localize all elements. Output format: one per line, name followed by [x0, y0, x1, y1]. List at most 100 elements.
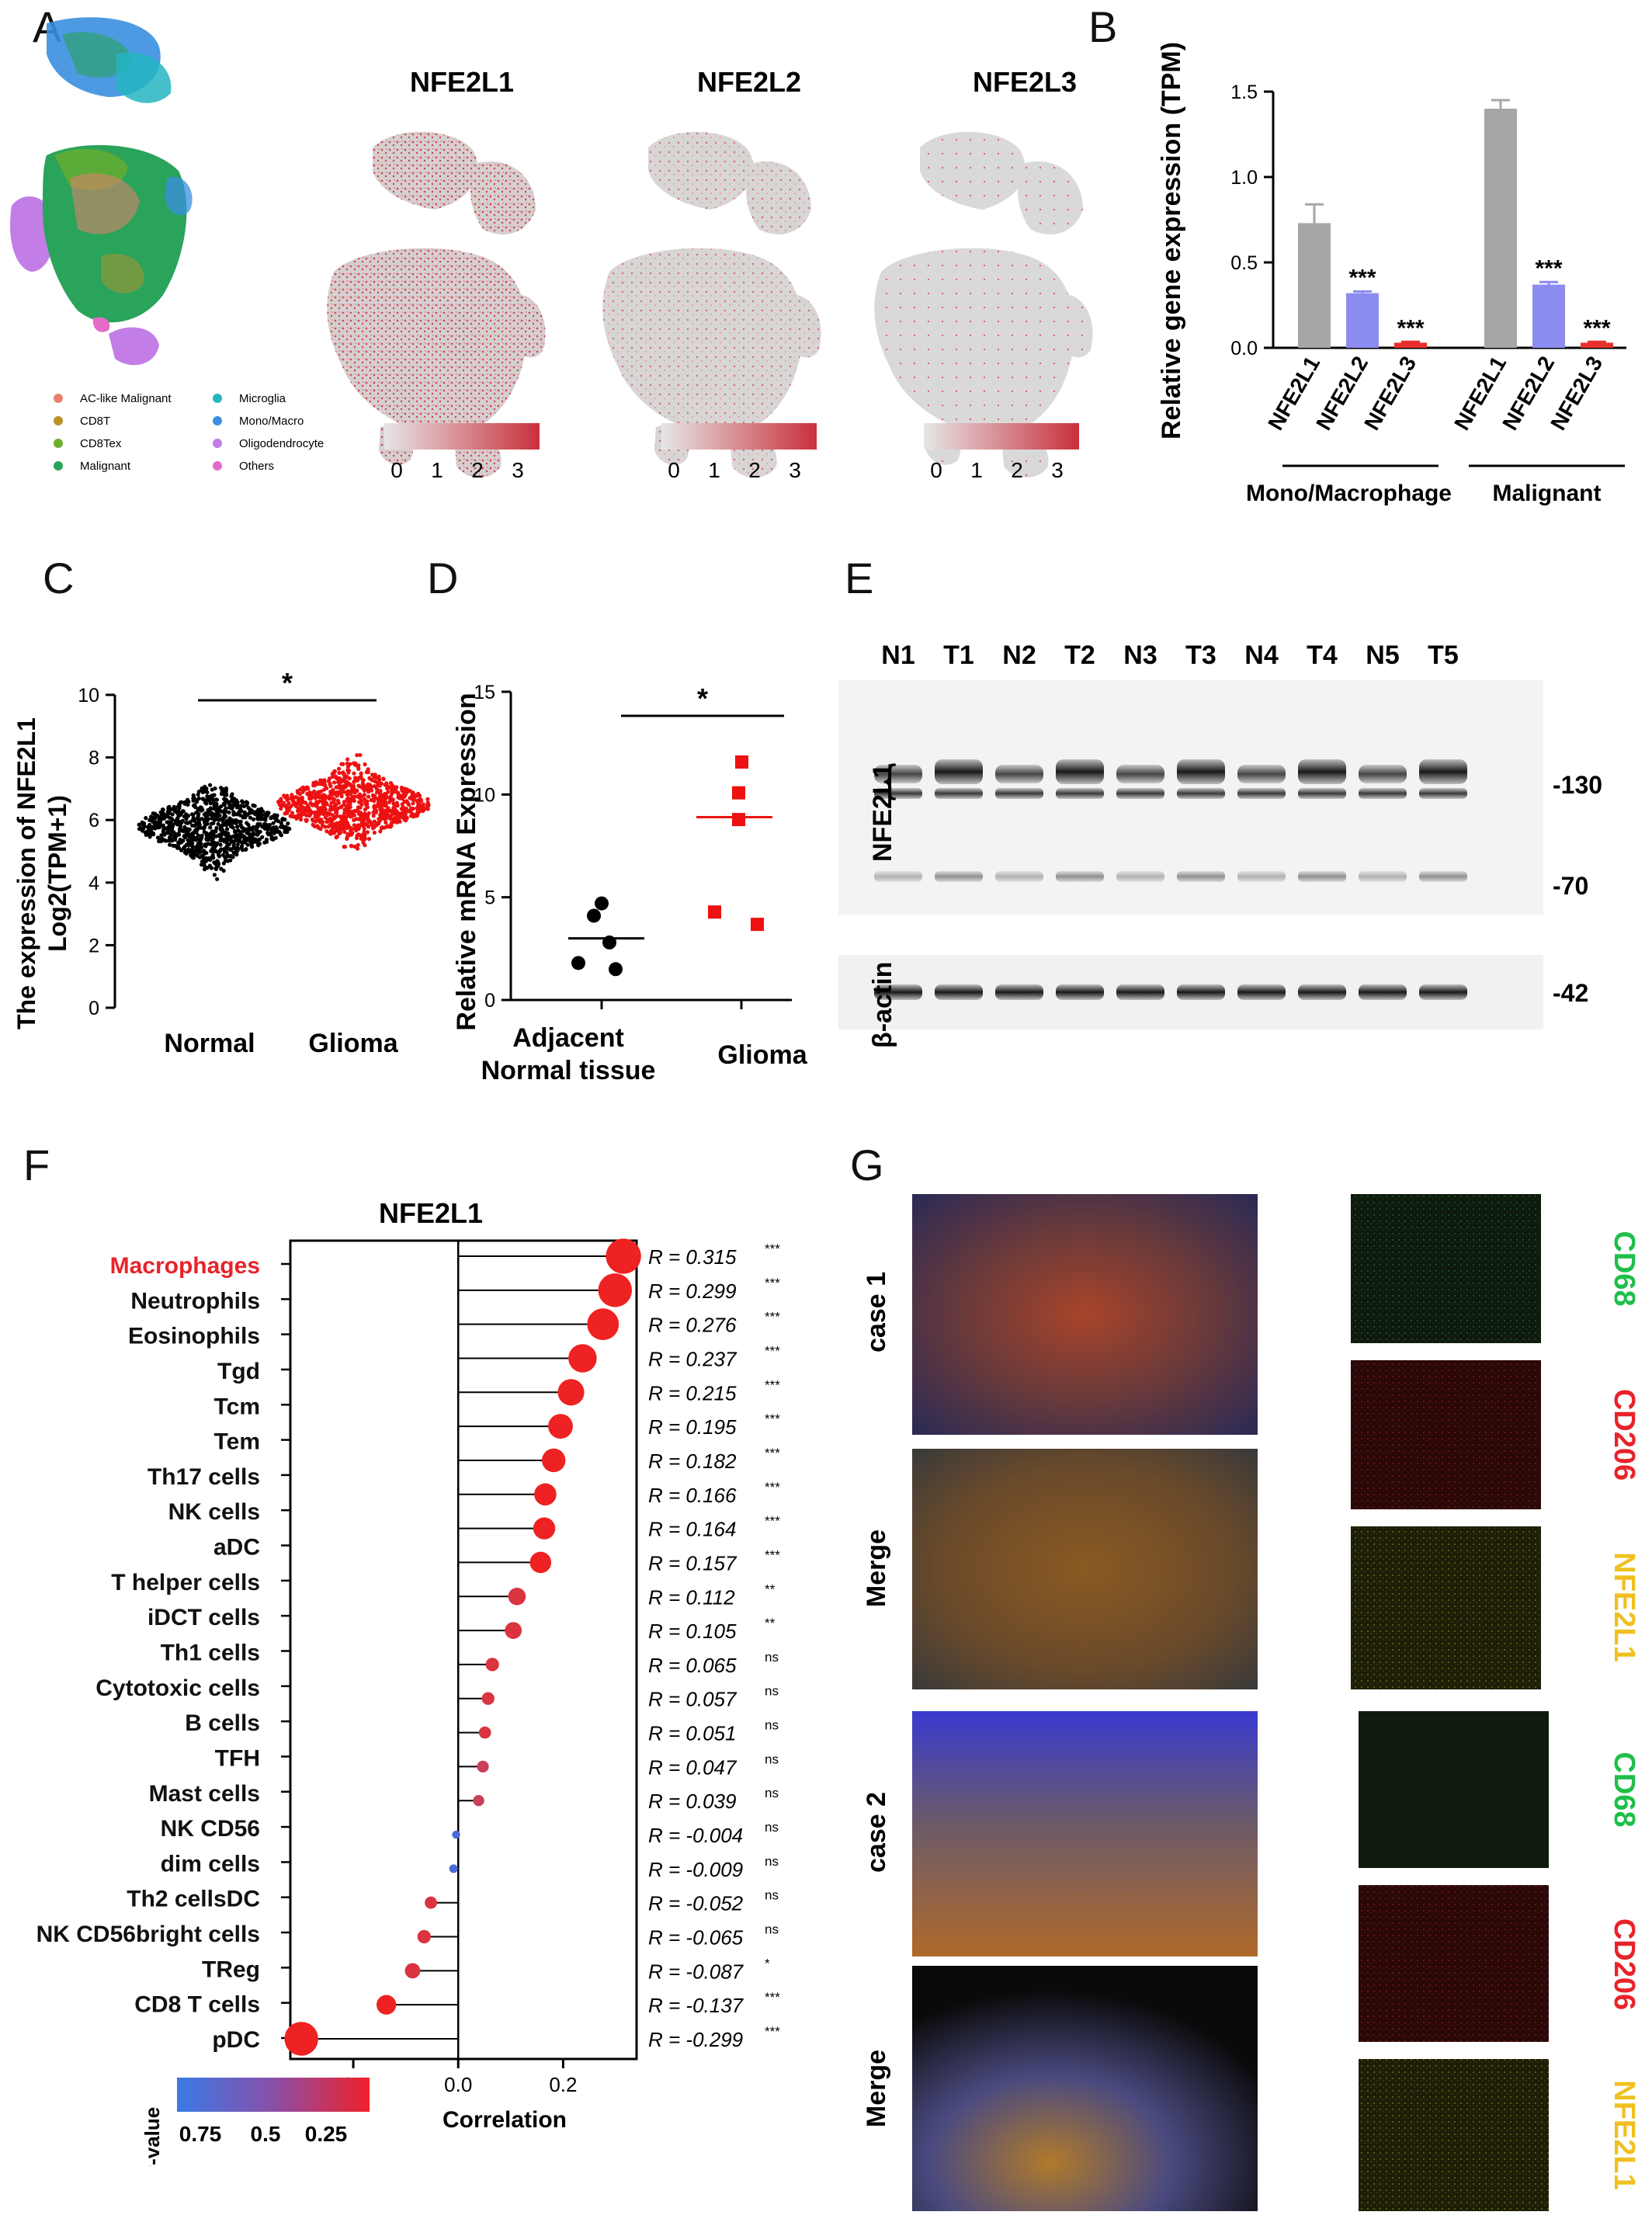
c-point: [358, 805, 363, 810]
c-point: [227, 810, 231, 814]
c-point: [196, 823, 201, 828]
f-pvalue-title: P-value: [141, 2107, 164, 2166]
c-point: [338, 831, 342, 835]
c-point: [174, 820, 179, 825]
colorbar-tick: 1: [431, 458, 443, 482]
f-lollipop: [376, 1995, 397, 2015]
c-point: [328, 804, 333, 808]
c-point: [320, 797, 324, 801]
c-point: [202, 849, 206, 853]
c-point: [224, 839, 228, 844]
f-lollipop: [473, 1795, 484, 1807]
c-point: [363, 762, 367, 767]
c-point: [331, 788, 335, 793]
c-point: [160, 814, 165, 818]
f-r-label: R = -0.087: [648, 1960, 744, 1983]
c-point: [286, 805, 290, 810]
c-point: [351, 786, 356, 790]
c-point: [324, 801, 329, 806]
c-point: [405, 800, 411, 805]
blot-lane-label: N5: [1366, 641, 1399, 670]
c-point: [366, 836, 372, 842]
blot-band-actin: [995, 984, 1043, 1000]
blot-protein-label: NFE2L1: [868, 763, 897, 862]
c-point: [363, 843, 367, 848]
c-point: [216, 821, 220, 826]
c-point: [199, 837, 203, 842]
c-point: [334, 821, 338, 827]
c-point: [167, 804, 172, 809]
f-plot-frame: [289, 1239, 638, 2061]
c-point: [290, 793, 294, 797]
c-point: [219, 791, 224, 797]
c-point: [222, 789, 227, 793]
c-point: [313, 814, 318, 819]
f-lollipop: [425, 1896, 438, 1909]
c-point: [162, 825, 167, 830]
blot-lane-label: N1: [881, 641, 914, 670]
c-point: [279, 821, 283, 825]
f-lollipop: [452, 1830, 460, 1839]
c-point: [383, 797, 387, 802]
c-point: [211, 849, 216, 853]
c-point: [228, 822, 233, 827]
c-point: [147, 832, 151, 836]
b-group-label: Mono/Macrophage: [1246, 481, 1452, 506]
c-point: [150, 826, 154, 831]
f-title: NFE2L1: [379, 1197, 483, 1229]
channel-label: NFE2L1: [1608, 2080, 1640, 2189]
f-r-label: R = 0.166: [648, 1484, 737, 1507]
panel-letter-e: E: [845, 554, 874, 602]
c-point: [213, 862, 218, 866]
if-case1-overview: [912, 1194, 1258, 1435]
tsne-title-nfe2l3: NFE2L3: [973, 66, 1077, 98]
f-r-sig: ns: [765, 1684, 779, 1699]
legend-swatch: [213, 394, 222, 403]
c-point: [330, 825, 335, 829]
colorbar-tick: 1: [708, 458, 720, 482]
c-point: [213, 802, 218, 807]
f-r-label: R = -0.299: [648, 2028, 743, 2051]
f-r-sig: **: [765, 1582, 776, 1596]
c-y-tick-label: 0: [88, 998, 99, 1019]
c-point: [153, 811, 158, 816]
c-point: [242, 840, 247, 845]
c-point: [326, 779, 331, 783]
f-r-sig: ***: [765, 1547, 780, 1562]
c-point: [290, 811, 295, 815]
if-case2-overview: [912, 1711, 1258, 1956]
colorbar-tick: 0: [668, 458, 680, 482]
c-point: [363, 835, 367, 841]
c-point: [337, 783, 342, 788]
c-point: [190, 855, 195, 859]
c-point: [244, 847, 248, 852]
b-y-label: Relative gene expression (TPM): [1157, 42, 1186, 439]
c-point: [224, 786, 228, 791]
f-lollipop: [505, 1622, 522, 1639]
blot-band-125: [1298, 788, 1346, 799]
blot-lane-label: T3: [1185, 641, 1216, 670]
c-point: [170, 818, 175, 822]
c-point: [334, 802, 338, 807]
c-point: [261, 817, 266, 821]
c-point: [227, 835, 232, 839]
panel-letter-b: B: [1088, 2, 1118, 51]
c-point: [269, 836, 274, 842]
blot-band-125: [1419, 788, 1467, 799]
f-r-label: R = 0.299: [648, 1279, 736, 1303]
f-r-sig: ns: [765, 1718, 779, 1733]
blot-marker: -70: [1553, 872, 1588, 900]
f-lollipop: [449, 1864, 458, 1873]
c-point: [231, 834, 235, 838]
f-lollipop: [485, 1658, 499, 1672]
c-point: [325, 813, 330, 818]
blot-band-125: [1359, 788, 1407, 799]
c-point: [170, 812, 175, 817]
c-point: [258, 821, 262, 826]
c-point: [266, 813, 270, 818]
c-point: [173, 807, 178, 812]
c-point: [200, 790, 205, 794]
f-r-sig: ns: [765, 1752, 779, 1766]
c-point: [386, 790, 390, 794]
c-point: [404, 806, 408, 811]
